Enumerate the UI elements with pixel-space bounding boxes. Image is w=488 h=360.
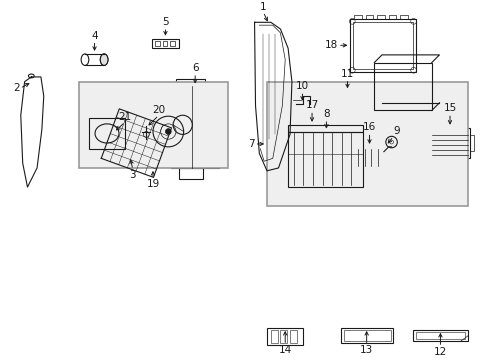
Bar [425,135,429,151]
Text: 16: 16 [362,122,375,132]
Bar [469,135,473,151]
Circle shape [165,129,171,134]
Bar [386,152,391,163]
Bar [171,86,219,168]
Bar [340,328,393,343]
Bar [343,330,390,341]
Text: 4: 4 [91,31,98,41]
Bar [353,15,361,19]
Text: 1: 1 [259,2,266,12]
Bar [365,15,373,19]
Text: 15: 15 [443,103,456,113]
Bar [155,41,160,46]
Bar [352,147,386,168]
Bar [266,328,303,345]
Text: 13: 13 [359,345,372,355]
Bar [287,125,362,131]
Text: 7: 7 [247,139,254,149]
Ellipse shape [100,54,108,66]
Bar [287,131,362,187]
Text: 21: 21 [119,112,132,122]
Bar [399,15,407,19]
Bar [373,63,431,111]
Bar [162,41,167,46]
Text: 6: 6 [191,63,198,73]
Text: 17: 17 [305,100,318,111]
Bar [308,128,319,143]
Bar [415,332,465,339]
Bar [348,152,352,163]
Bar [289,330,296,343]
Bar [352,22,412,69]
Text: 9: 9 [393,126,399,136]
Text: 18: 18 [324,40,337,50]
Text: 2: 2 [13,84,20,93]
Text: 19: 19 [146,179,159,189]
Bar [429,128,469,158]
Bar [152,39,179,48]
Bar [295,128,305,143]
Bar [89,118,125,149]
Text: 5: 5 [162,17,168,27]
Bar [266,82,468,206]
Bar [350,19,415,72]
Bar [270,330,277,343]
Bar [79,82,227,168]
Text: 10: 10 [295,81,308,91]
Text: 20: 20 [152,105,165,115]
Text: 14: 14 [278,345,291,355]
Bar [412,330,468,341]
Bar [285,129,292,142]
Bar [280,330,286,343]
Text: 3: 3 [129,170,136,180]
Bar [322,128,332,143]
Bar [179,168,203,179]
Text: 11: 11 [340,69,353,79]
Text: 8: 8 [323,109,329,119]
Bar [376,15,384,19]
Bar [170,41,175,46]
Text: 12: 12 [433,347,446,357]
Bar [176,79,204,86]
Bar [292,125,338,146]
Bar [388,15,396,19]
